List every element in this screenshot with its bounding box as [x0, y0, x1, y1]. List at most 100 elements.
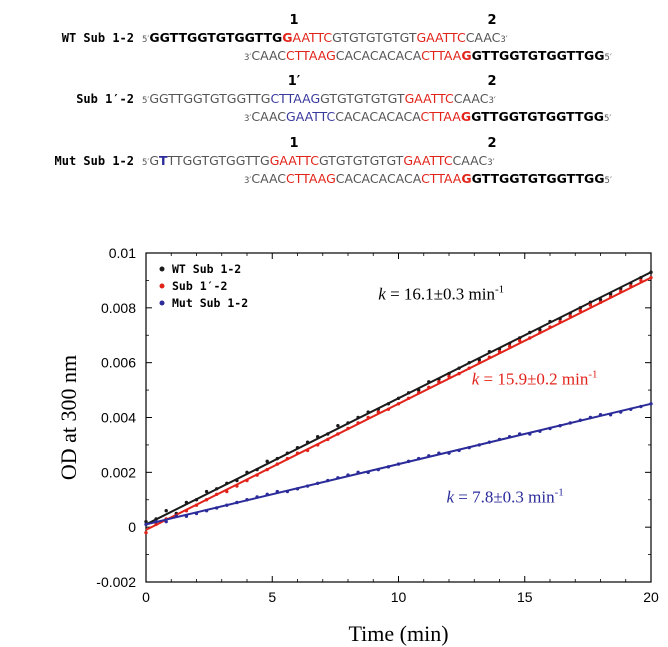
sequence-segment: G: [149, 153, 159, 168]
series-sub-1-2: [144, 275, 653, 535]
sequence-segment: G: [461, 171, 471, 186]
sequence-strand-top: 5′GTTTGGTGTGGTTGGAATTCGTGTGTGTGTGAATTCCA…: [142, 153, 495, 168]
site-2-label: 2: [487, 74, 496, 89]
sequence-segment: CTTAAG: [286, 171, 336, 186]
data-point: [144, 530, 148, 535]
sequence-segment: CAAC: [251, 171, 286, 186]
data-point: [265, 459, 269, 464]
y-tick-label: 0.002: [101, 464, 136, 480]
sequence-label: Sub 1′-2: [76, 92, 134, 106]
sequence-strand-bottom: 3′CAACCTTAAGCACACACACACTTAAGGTTGGTGTGGTT…: [244, 48, 612, 63]
x-tick-label: 10: [391, 589, 407, 605]
sequence-segment: CACACACACA: [336, 48, 422, 63]
sequence-segment: CACACACACA: [336, 171, 422, 186]
legend-entry: WT Sub 1-2: [172, 262, 241, 276]
sequence-segment: GAATTC: [416, 30, 465, 45]
sequence-segment: GTTGGTGTGGTTGG: [471, 109, 604, 124]
data-point: [164, 519, 168, 524]
data-point: [588, 303, 593, 307]
rate-constant-label: k = 7.8±0.3 min-1: [446, 486, 563, 506]
y-tick-label: 0.004: [101, 410, 136, 426]
site-1-label: 1: [289, 13, 298, 28]
sequence-segment: GGTTGGTGTGGTTG: [149, 91, 270, 106]
strand-end-label: 3′: [244, 176, 251, 186]
legend-marker: [159, 283, 165, 289]
x-axis-label: Time (min): [348, 621, 448, 646]
y-axis-label: OD at 300 nm: [56, 355, 81, 480]
data-point: [578, 308, 582, 313]
legend-marker: [159, 266, 165, 272]
legend-marker: [159, 300, 165, 306]
sequence-segment: G: [461, 109, 471, 124]
rate-constant-label: k = 15.9±0.2 min-1: [472, 369, 598, 389]
sequence-segment: CAAC: [454, 91, 489, 106]
strand-end-label: 5′: [605, 176, 612, 186]
sequence-segment: CAAC: [251, 109, 286, 124]
sequence-segment: GTTGGTGTGGTTGG: [472, 171, 605, 186]
kinetics-chart: 0 5 10 15 20 -0.002 0 0.002 0.004 0.006 0.008 0.01 T…: [0, 215, 668, 647]
sequence-segment: CAAC: [466, 30, 501, 45]
sequence-segment: CACACACACA: [335, 109, 421, 124]
strand-end-label: 5′: [605, 53, 612, 63]
sequence-strand-bottom: 3′CAACCTTAAGCACACACACACTTAAGGTTGGTGTGGTT…: [244, 171, 612, 186]
sequence-segment: CTTAAG: [270, 91, 320, 106]
fit-line: [145, 276, 652, 531]
sequence-segment: CAAC: [251, 48, 286, 63]
site-2-label: 2: [487, 136, 496, 151]
sequence-strand-top: 5′GGTTGGTGTGGTTGGAATTCGTGTGTGTGTGAATTCCA…: [142, 30, 508, 45]
data-point: [164, 509, 168, 513]
strand-end-label: 5′: [142, 96, 149, 106]
y-tick-label: 0.01: [109, 245, 136, 261]
y-tick-label: 0.006: [101, 355, 136, 371]
strand-end-label: 5′: [604, 114, 611, 124]
fit-line: [145, 402, 652, 526]
sequence-label: Mut Sub 1-2: [55, 154, 134, 168]
sequence-segment: TTGGTGTGGTTG: [167, 153, 270, 168]
series-mut-sub-1-2: [144, 402, 653, 527]
site-2-label: 2: [487, 13, 496, 28]
data-point: [144, 519, 148, 524]
strand-end-label: 3′: [244, 114, 251, 124]
strand-end-label: 5′: [142, 158, 149, 168]
strand-end-label: 3′: [500, 35, 507, 45]
site-1-label: 1: [289, 136, 298, 151]
x-tick-label: 5: [268, 589, 276, 605]
legend-entry: Sub 1′-2: [172, 279, 227, 293]
y-tick-label: -0.002: [96, 574, 136, 590]
sequence-strand-bottom: 3′CAACGAATTCCACACACACACTTAAGGTTGGTGTGGTT…: [244, 109, 611, 124]
sequence-segment: G: [282, 30, 292, 45]
sequence-segment: GTGTGTGTGT: [320, 91, 405, 106]
legend-entry: Mut Sub 1-2: [172, 296, 248, 310]
sequence-segment: GGTTGGTGTGGTTG: [149, 30, 282, 45]
sequence-segment: CAAC: [453, 153, 488, 168]
sequence-segment: GAATTC: [405, 91, 454, 106]
sequence-segment: AATTC: [293, 30, 333, 45]
strand-end-label: 3′: [488, 96, 495, 106]
sequence-segment: GTTGGTGTGGTTGG: [472, 48, 605, 63]
sequence-panel: WT Sub 1-2 1 2 5′GGTTGGTGTGGTTGGAATTCGTGTGT…: [0, 0, 668, 215]
strand-end-label: 5′: [142, 35, 149, 45]
sequence-segment: CTTAA: [421, 48, 462, 63]
sequence-segment: CTTAA: [421, 109, 462, 124]
x-tick-label: 0: [142, 589, 150, 605]
sequence-segment: GAATTC: [270, 153, 319, 168]
x-tick-label: 15: [517, 589, 533, 605]
site-1-label: 1′: [288, 74, 301, 89]
sequence-label: WT Sub 1-2: [62, 31, 134, 45]
sequence-strand-top: 5′GGTTGGTGTGGTTGCTTAAGGTGTGTGTGTGAATTCCA…: [142, 91, 496, 106]
strand-end-label: 3′: [487, 158, 494, 168]
sequence-segment: CTTAAG: [286, 48, 336, 63]
sequence-segment: GAATTC: [286, 109, 335, 124]
sequence-segment: CTTAA: [421, 171, 462, 186]
series-wt-sub-1-2: [144, 270, 653, 526]
chart-svg: 0 5 10 15 20 -0.002 0 0.002 0.004 0.006 0.008 0.01 T…: [56, 245, 659, 646]
y-tick-label: 0.008: [101, 300, 136, 316]
strand-end-label: 3′: [244, 53, 251, 63]
sequence-segment: GTGTGTGTGT: [319, 153, 404, 168]
fit-line: [145, 271, 652, 526]
sequence-segment: GTGTGTGTGT: [332, 30, 417, 45]
sequence-diagram: WT Sub 1-21 25′GGTTGGTGTGGTTGGAATTCGTGTGT…: [55, 13, 612, 186]
sequence-segment: T: [159, 153, 168, 168]
rate-constant-label: k = 16.1±0.3 min-1: [378, 284, 504, 304]
data-point: [204, 489, 209, 494]
